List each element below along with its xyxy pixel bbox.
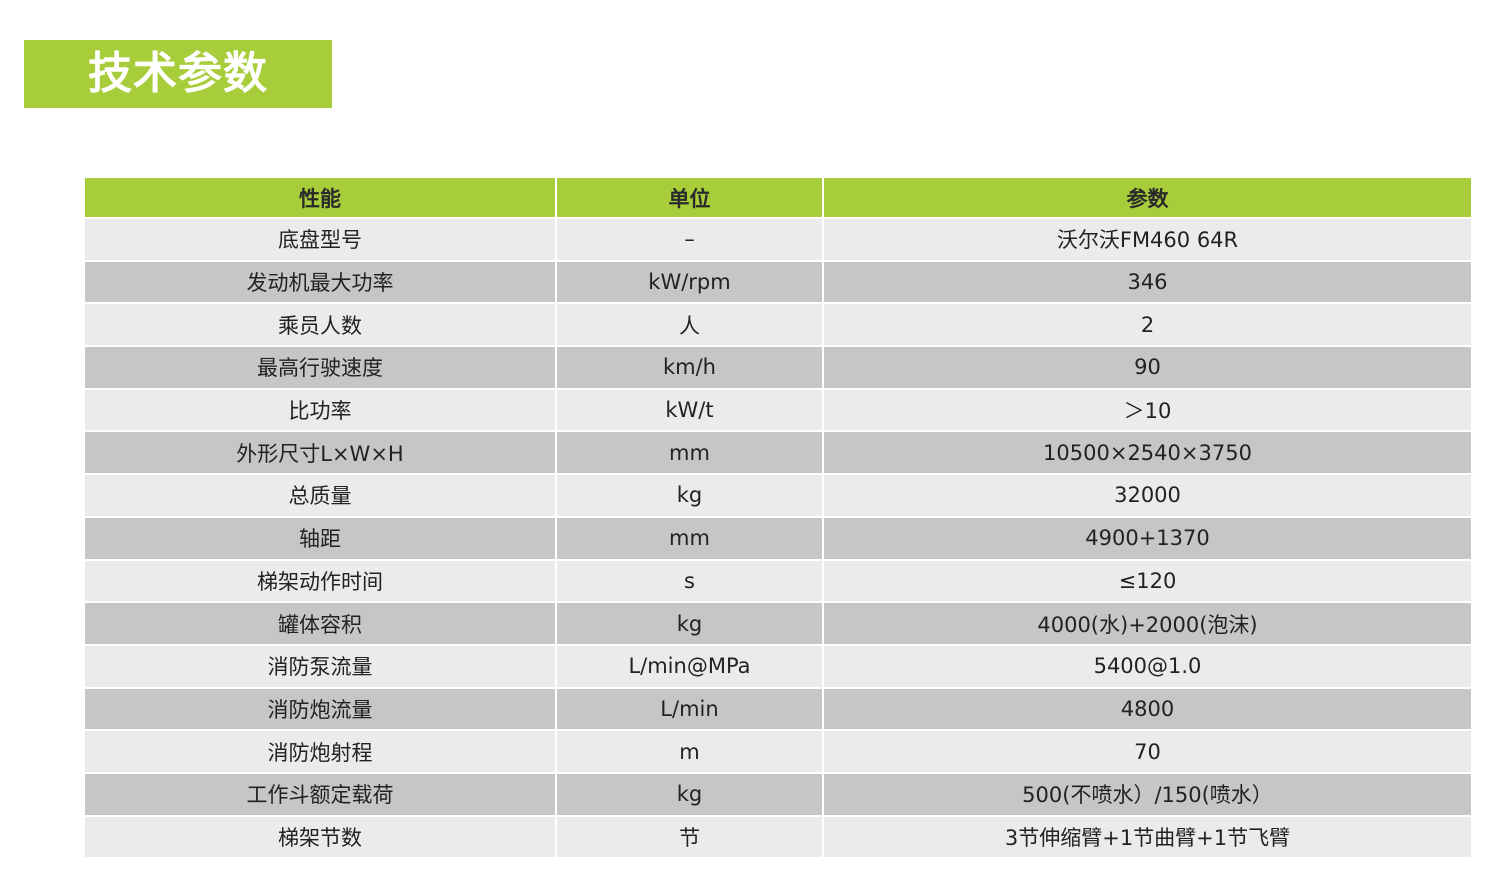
cell-performance: 发动机最大功率 <box>85 261 555 303</box>
cell-unit: L/min <box>557 688 822 730</box>
cell-performance: 比功率 <box>85 389 555 431</box>
table-row: 罐体容积 kg 4000(水)+2000(泡沫) <box>85 603 1471 644</box>
cell-unit: kW/t <box>557 389 822 431</box>
cell-unit: m <box>557 731 822 772</box>
section-title: 技术参数 <box>88 48 268 99</box>
cell-performance: 消防炮流量 <box>85 688 555 730</box>
cell-performance: 底盘型号 <box>85 219 555 260</box>
cell-parameter: 3节伸缩臂+1节曲臂+1节飞臂 <box>824 816 1471 858</box>
cell-parameter: 346 <box>824 261 1471 303</box>
cell-performance: 工作斗额定载荷 <box>85 773 555 815</box>
cell-parameter: ＞10 <box>824 389 1471 431</box>
cell-unit: – <box>557 219 822 260</box>
cell-parameter: 沃尔沃FM460 64R <box>824 219 1471 260</box>
table-row: 发动机最大功率 kW/rpm 346 <box>85 261 1471 303</box>
cell-unit: km/h <box>557 347 822 388</box>
cell-performance: 消防炮射程 <box>85 731 555 772</box>
table-row: 消防炮射程 m 70 <box>85 731 1471 772</box>
cell-unit: kW/rpm <box>557 261 822 303</box>
cell-performance: 梯架动作时间 <box>85 560 555 602</box>
table-row: 外形尺寸L×W×H mm 10500×2540×3750 <box>85 432 1471 474</box>
cell-performance: 轴距 <box>85 517 555 559</box>
cell-performance: 梯架节数 <box>85 816 555 858</box>
table-row: 乘员人数人 2 <box>85 304 1471 346</box>
cell-unit: 人 <box>557 304 822 346</box>
table-row: 总质量 kg 32000 <box>85 475 1471 516</box>
table-row: 消防炮流量 L/min 4800 <box>85 688 1471 730</box>
table-header: 性能 单位 参数 <box>85 178 1471 217</box>
table-row: 工作斗额定载荷 kg 500(不喷水）/150(喷水） <box>85 773 1471 815</box>
spec-table: 性能 单位 参数 底盘型号 – 沃尔沃FM460 64R 发动机最大功率 kW/rpm 3… <box>85 178 1471 859</box>
cell-performance: 罐体容积 <box>85 603 555 644</box>
cell-parameter: 4000(水)+2000(泡沫) <box>824 603 1471 644</box>
cell-performance: 消防泵流量 <box>85 645 555 687</box>
cell-unit: mm <box>557 432 822 474</box>
cell-unit: s <box>557 560 822 602</box>
cell-parameter: ≤120 <box>824 560 1471 602</box>
cell-parameter: 10500×2540×3750 <box>824 432 1471 474</box>
cell-performance: 乘员人数 <box>85 304 555 346</box>
cell-unit: L/min@MPa <box>557 645 822 687</box>
cell-unit: kg <box>557 773 822 815</box>
table-row: 轴距 mm 4900+1370 <box>85 517 1471 559</box>
header-performance: 性能 <box>85 178 555 217</box>
cell-parameter: 500(不喷水）/150(喷水） <box>824 773 1471 815</box>
cell-parameter: 4900+1370 <box>824 517 1471 559</box>
cell-parameter: 5400@1.0 <box>824 645 1471 687</box>
cell-unit: kg <box>557 603 822 644</box>
cell-parameter: 70 <box>824 731 1471 772</box>
cell-parameter: 32000 <box>824 475 1471 516</box>
cell-performance: 总质量 <box>85 475 555 516</box>
table-row: 最高行驶速度 km/h 90 <box>85 347 1471 388</box>
cell-parameter: 4800 <box>824 688 1471 730</box>
cell-unit: 节 <box>557 816 822 858</box>
cell-performance: 最高行驶速度 <box>85 347 555 388</box>
table-row: 消防泵流量 L/min@MPa 5400@1.0 <box>85 645 1471 687</box>
section-title-banner: 技术参数 <box>24 40 332 108</box>
cell-parameter: 2 <box>824 304 1471 346</box>
cell-unit: kg <box>557 475 822 516</box>
table-row: 底盘型号 – 沃尔沃FM460 64R <box>85 219 1471 260</box>
cell-performance: 外形尺寸L×W×H <box>85 432 555 474</box>
table-row: 比功率 kW/t ＞10 <box>85 389 1471 431</box>
cell-unit: mm <box>557 517 822 559</box>
header-parameter: 参数 <box>824 178 1471 217</box>
header-unit: 单位 <box>557 178 822 217</box>
table-row: 梯架节数节 3节伸缩臂+1节曲臂+1节飞臂 <box>85 816 1471 858</box>
cell-parameter: 90 <box>824 347 1471 388</box>
table-row: 梯架动作时间 s ≤120 <box>85 560 1471 602</box>
